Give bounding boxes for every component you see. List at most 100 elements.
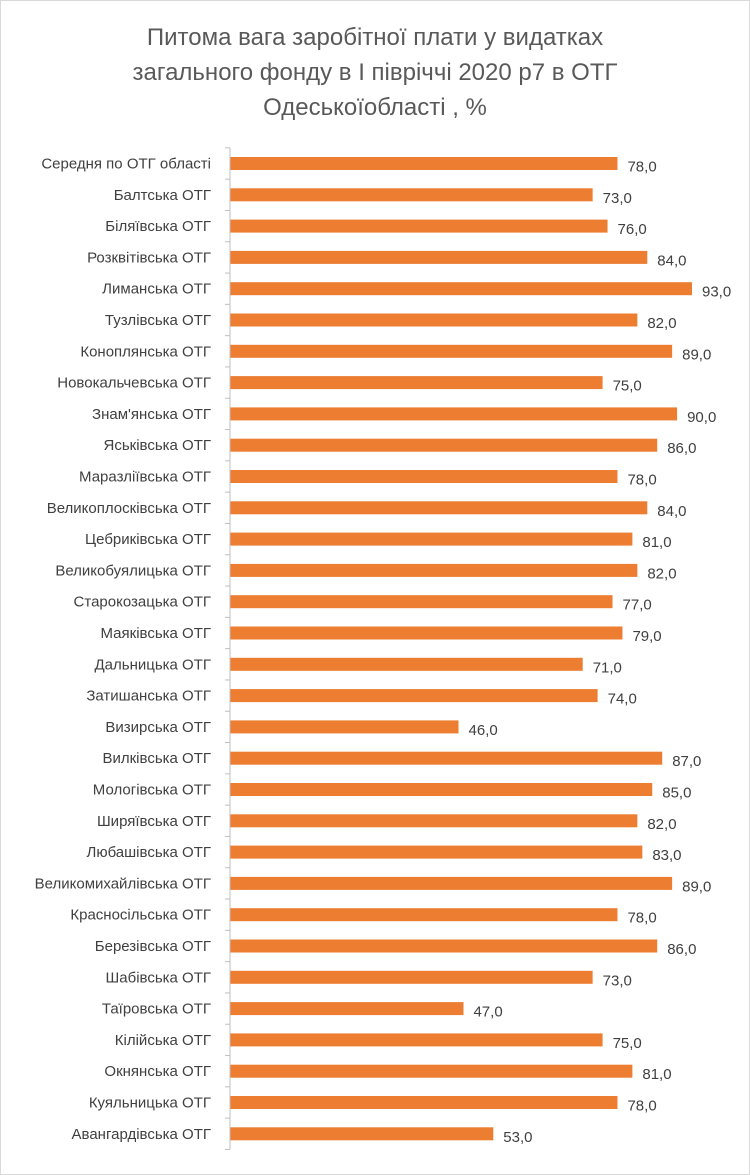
bar	[230, 532, 633, 546]
category-label: Великоплосківська ОТГ	[47, 500, 211, 517]
category-label: Визирська ОТГ	[105, 719, 211, 736]
bar	[230, 595, 613, 609]
category-label: Розквітівська ОТГ	[87, 249, 211, 266]
data-label: 78,0	[627, 1098, 656, 1115]
data-label: 78,0	[627, 159, 656, 176]
data-label: 82,0	[647, 565, 676, 582]
bar	[230, 908, 618, 922]
category-label: Балтська ОТГ	[114, 187, 211, 204]
bar	[230, 563, 638, 577]
category-label: Великобуялицька ОТГ	[55, 562, 211, 579]
category-label: Лиманська ОТГ	[102, 281, 211, 298]
bar	[230, 376, 603, 390]
bar	[230, 876, 673, 890]
data-label: 82,0	[647, 816, 676, 833]
category-label: Окнянська ОТГ	[104, 1063, 211, 1080]
bar	[230, 157, 618, 170]
bar	[230, 1096, 618, 1109]
data-label: 86,0	[667, 941, 696, 958]
bar	[230, 1064, 633, 1078]
bar	[230, 783, 653, 796]
bar	[230, 845, 643, 859]
bar	[230, 313, 638, 327]
data-label: 87,0	[672, 753, 701, 770]
category-label: Маяківська ОТГ	[101, 625, 212, 642]
category-label: Яськівська ОТГ	[103, 437, 211, 454]
bar	[230, 188, 593, 202]
bar	[230, 501, 648, 515]
data-label: 76,0	[618, 221, 647, 238]
data-label: 78,0	[627, 910, 656, 927]
bar	[230, 720, 459, 734]
category-label: Таїровська ОТГ	[102, 1001, 211, 1018]
chart-title-line-3: Одеськоїобласті , %	[263, 94, 487, 121]
chart-title-line-1: Питома вага заробітної плати у видатках	[146, 24, 604, 51]
data-label: 78,0	[627, 472, 656, 489]
category-label: Любашівська ОТГ	[86, 844, 211, 861]
category-label: Коноплянська ОТГ	[80, 343, 211, 360]
bar	[230, 657, 583, 671]
data-label: 90,0	[687, 409, 716, 426]
category-label: Старокозацька ОТГ	[74, 594, 211, 611]
category-label: Цебриківська ОТГ	[85, 531, 211, 548]
data-label: 53,0	[503, 1129, 532, 1146]
data-label: 93,0	[702, 284, 731, 301]
data-label: 82,0	[647, 315, 676, 332]
bar	[230, 470, 618, 483]
bar	[230, 1033, 603, 1047]
category-label: Кілійська ОТГ	[115, 1032, 211, 1049]
bar	[230, 250, 648, 264]
bar	[230, 751, 663, 765]
bar	[230, 970, 593, 984]
category-label: Красносільська ОТГ	[70, 907, 211, 924]
category-label: Березівська ОТГ	[95, 938, 211, 955]
data-label: 71,0	[593, 659, 622, 676]
category-label: Біляївська ОТГ	[105, 218, 211, 235]
category-label: Тузлівська ОТГ	[105, 312, 211, 329]
bar	[230, 219, 608, 233]
category-label: Маразліївська ОТГ	[79, 469, 211, 486]
data-label: 86,0	[667, 440, 696, 457]
category-label: Дальницька ОТГ	[95, 656, 212, 673]
bar	[230, 407, 678, 421]
data-label: 73,0	[603, 972, 632, 989]
bar	[230, 689, 598, 703]
category-label: Знам'янська ОТГ	[92, 406, 211, 423]
data-label: 77,0	[623, 597, 652, 614]
data-label: 74,0	[608, 691, 637, 708]
bar	[230, 939, 658, 953]
category-label: Затишанська ОТГ	[86, 688, 211, 705]
category-label: Ширяївська ОТГ	[97, 813, 211, 830]
data-label: 89,0	[682, 878, 711, 895]
category-label: Куяльницька ОТГ	[89, 1095, 211, 1112]
category-label: Авангардівська ОТГ	[72, 1126, 211, 1143]
chart-title-line-2: загального фонду в І півріччі 2020 р7 в …	[132, 59, 618, 86]
data-label: 81,0	[642, 1066, 671, 1083]
bar	[230, 344, 673, 358]
bar	[230, 814, 638, 828]
bar	[230, 626, 623, 640]
bar	[230, 1127, 494, 1141]
chart-title: Питома вага заробітної плати у видатках …	[0, 20, 750, 125]
bar	[230, 438, 658, 452]
data-label: 83,0	[652, 847, 681, 864]
data-label: 85,0	[662, 785, 691, 802]
data-label: 75,0	[613, 1035, 642, 1052]
data-label: 73,0	[603, 190, 632, 207]
data-label: 46,0	[469, 722, 498, 739]
bar	[230, 282, 692, 296]
data-label: 81,0	[642, 534, 671, 551]
data-label: 75,0	[613, 378, 642, 395]
category-label: Великомихайлівська ОТГ	[35, 875, 211, 892]
bar	[230, 1002, 464, 1016]
category-label: Мологівська ОТГ	[93, 782, 211, 799]
category-label: Вилківська ОТГ	[102, 750, 211, 767]
data-label: 89,0	[682, 346, 711, 363]
data-label: 79,0	[632, 628, 661, 645]
data-label: 84,0	[657, 252, 686, 269]
category-label: Середня по ОТГ області	[41, 156, 211, 173]
category-label: Шабівська ОТГ	[106, 969, 211, 986]
data-label: 84,0	[657, 503, 686, 520]
data-label: 47,0	[473, 1004, 502, 1021]
